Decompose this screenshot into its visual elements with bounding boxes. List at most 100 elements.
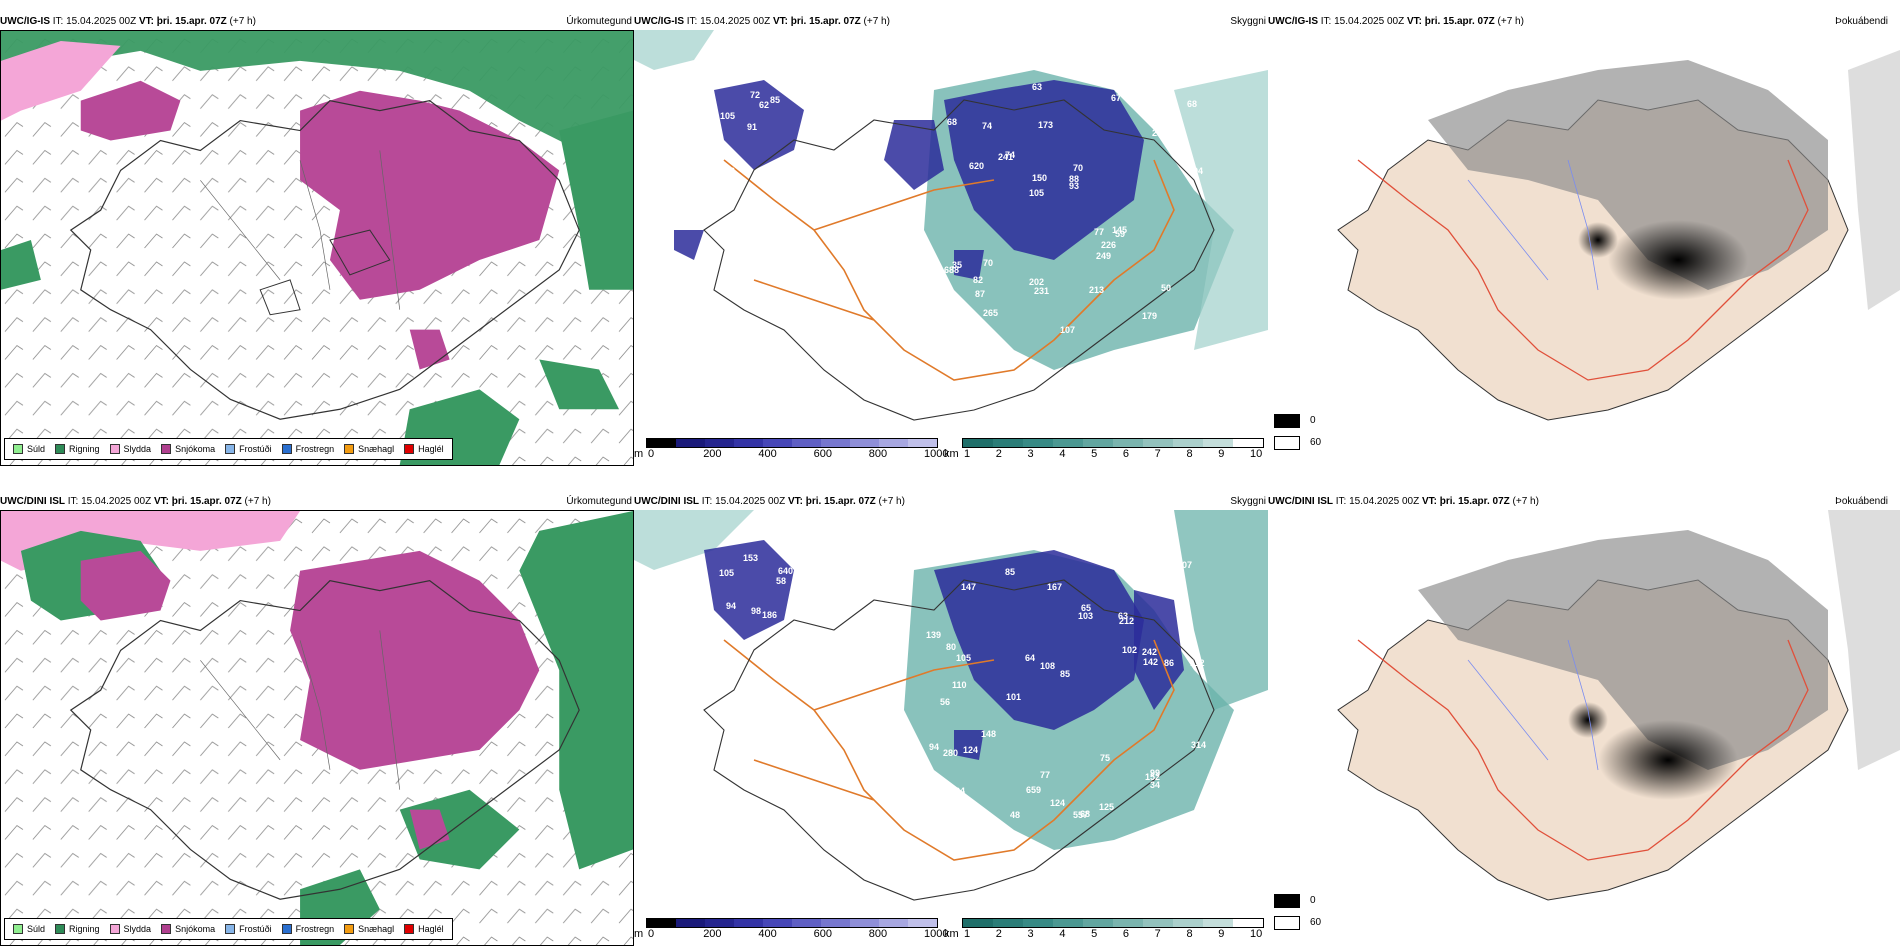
snow-area: [300, 90, 560, 300]
init-time: IT: 15.04.2025 00Z: [684, 16, 773, 27]
coastline: [69, 100, 580, 420]
visibility-teal-nw: [634, 510, 754, 570]
cloud-base-label: 125: [1099, 802, 1114, 812]
ceiling-unit: m: [634, 448, 644, 460]
fog-legend-box-light: [1274, 436, 1300, 450]
cloud-base-label: 85: [770, 95, 780, 105]
legend-swatch: [13, 444, 23, 454]
cloud-base-label: 152: [1145, 772, 1160, 782]
visibility-color-step: [1143, 439, 1173, 447]
visibility-tick-label: 4: [1059, 928, 1066, 940]
visibility-color-step: [993, 919, 1023, 927]
precip-map-canvas: [1, 511, 633, 945]
cloud-base-label: 150: [1032, 173, 1047, 183]
rain-east: [519, 511, 633, 870]
rain-area: [1, 31, 633, 201]
valid-time: VT: þri. 15.apr. 07Z: [787, 496, 876, 507]
visibility-tick-label: 9: [1218, 928, 1225, 940]
visibility-tick-label: 10: [1250, 448, 1263, 460]
ceiling-blue-mid: [884, 120, 944, 190]
visibility-color-step: [963, 439, 993, 447]
visibility-teal-e: [1174, 510, 1268, 710]
cloud-base-label: 50: [1161, 283, 1171, 293]
cloud-base-label: 249: [1096, 251, 1111, 261]
legend-swatch: [161, 444, 172, 454]
cloud-base-label: 67: [1111, 93, 1121, 103]
legend-swatch: [55, 444, 66, 454]
cloud-base-label: 148: [981, 729, 996, 739]
legend-item: Frostúði: [225, 444, 272, 454]
cloud-base-label: 179: [1142, 311, 1157, 321]
precip-map-canvas: [1, 31, 633, 465]
cloud-base-label: 146: [794, 164, 809, 174]
ceiling-color-step: [850, 919, 879, 927]
legend-label: Slydda: [123, 924, 152, 934]
legend-item: Slydda: [109, 924, 152, 934]
cloud-base-label: 89: [956, 329, 966, 339]
lead-time: (+7 h): [860, 16, 890, 27]
panel-cloud-ceiling-row1: UWC/IG-IS IT: 15.04.2025 00Z VT: þri. 15…: [634, 14, 1268, 466]
panel-title: Úrkomutegund: [566, 16, 632, 27]
ceiling-colorbar: m 0 200 400 600 800 1000: [634, 918, 948, 942]
ceiling-color-step: [705, 439, 734, 447]
legend-label: Frostregn: [295, 924, 335, 934]
panel-title: Úrkomutegund: [566, 496, 632, 507]
visibility-color-step: [1203, 439, 1233, 447]
cloud-base-label: 242: [1142, 647, 1157, 657]
snow-nw: [80, 550, 171, 621]
cloud-base-label: 87: [975, 289, 985, 299]
fog-legend-min: 0: [1310, 895, 1316, 906]
coastline: [69, 580, 580, 900]
legend-label: Haglél: [418, 924, 444, 934]
cloud-base-label: 86: [1164, 658, 1174, 668]
model-name: UWC/IG-IS: [634, 16, 684, 27]
cloud-base-label: 82: [973, 275, 983, 285]
ceiling-tick-label: 0: [648, 928, 655, 940]
legend-label: Rigning: [69, 444, 100, 454]
cloud-base-label: 59: [1115, 229, 1125, 239]
visibility-tick-label: 1: [964, 448, 971, 460]
cloud-base-label: 64: [1025, 653, 1035, 663]
cloud-base-label: 93: [1069, 181, 1079, 191]
cloud-base-label: 48: [1010, 810, 1020, 820]
cloud-base-label: 70: [983, 258, 993, 268]
legend-swatch: [13, 924, 23, 934]
cloud-base-label: 557: [1073, 810, 1088, 820]
lead-time: (+7 h): [1494, 16, 1524, 27]
legend-swatch: [109, 924, 120, 934]
snow-nw: [80, 80, 181, 141]
cloud-base-label: 171: [932, 300, 947, 310]
ceiling-color-step: [879, 919, 908, 927]
cloud-base-label: 105: [720, 111, 735, 121]
init-time: IT: 15.04.2025 00Z: [699, 496, 788, 507]
fog-legend-max: 60: [1310, 437, 1322, 448]
valid-time: VT: þri. 15.apr. 07Z: [1406, 16, 1495, 27]
panel-fog-row2: UWC/DINI ISL IT: 15.04.2025 00Z VT: þri.…: [1268, 494, 1900, 946]
visibility-tick-label: 1: [964, 928, 971, 940]
visibility-color-step: [1143, 919, 1173, 927]
cloud-base-label: 94: [1193, 166, 1203, 176]
init-time: IT: 15.04.2025 00Z: [1318, 16, 1407, 27]
cloud-base-label: 167: [1047, 582, 1062, 592]
cloud-base-label: 85: [1060, 669, 1070, 679]
cloud-base-label: 212: [1119, 616, 1134, 626]
cloud-base-label: 217: [1152, 128, 1167, 138]
cloud-base-label: 63: [1182, 153, 1192, 163]
roads: [1357, 159, 1809, 381]
cloud-base-label: 75: [1100, 753, 1110, 763]
cloud-base-label: 108: [1040, 661, 1055, 671]
legend-label: Haglél: [418, 444, 444, 454]
legend-item: Súld: [13, 444, 45, 454]
cloud-base-label: 314: [1191, 740, 1206, 750]
ceiling-tick-label: 400: [758, 448, 777, 460]
ceiling-tick-label: 800: [868, 928, 888, 940]
fog-map: [1268, 30, 1900, 466]
legend-item: Snjókoma: [161, 924, 215, 934]
legend-item: Frostregn: [281, 444, 334, 454]
panel-header: UWC/IG-IS IT: 15.04.2025 00Z VT: þri. 15…: [0, 14, 634, 30]
cloud-base-label: 99: [1150, 768, 1160, 778]
precip-legend: Súld Rigning Slydda Snjókoma Frostúði Frostre…: [4, 438, 453, 460]
cloud-base-label: 65: [1081, 603, 1091, 613]
cloud-base-label: 231: [1034, 286, 1049, 296]
